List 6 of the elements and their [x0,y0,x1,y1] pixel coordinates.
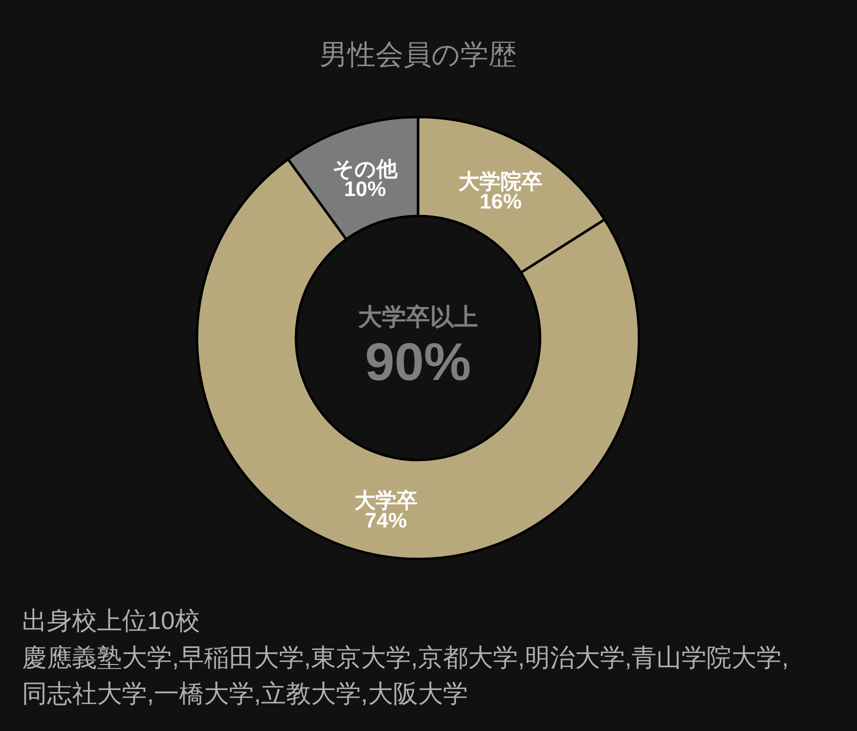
text: 90% [364,333,472,392]
slice-label: その他 [332,158,399,181]
text: 慶應義塾大学,早稲田大学,東京大学,京都大学,明治大学,青山学院大学,同志社大学,一橋大学,立教大学,大阪大学 [22,644,789,708]
text: 大学卒以上 [358,304,478,331]
chart-title: 男性会員の学歴 [320,39,516,70]
text: 出身校上位10校 [22,607,200,635]
